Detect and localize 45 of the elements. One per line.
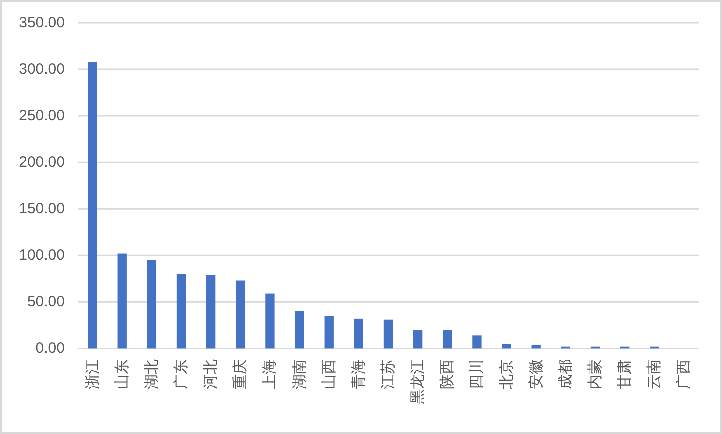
- x-tick-label: 青海: [350, 360, 368, 390]
- x-tick-label: 甘肃: [616, 360, 634, 390]
- x-tick-label: 重庆: [232, 360, 250, 390]
- bar: [295, 311, 304, 349]
- bar: [324, 316, 334, 349]
- bar: [384, 320, 394, 349]
- x-tick-label: 成都: [557, 360, 574, 390]
- y-tick-label: 300.00: [19, 61, 65, 78]
- x-tick-label: 陕西: [439, 360, 456, 390]
- x-tick-label: 北京: [498, 360, 516, 390]
- y-tick-label: 200.00: [19, 154, 65, 172]
- bar: [532, 344, 541, 349]
- x-tick-label: 黑龙江: [410, 360, 427, 405]
- x-tick-label: 安徽: [528, 360, 545, 390]
- bar: [206, 275, 216, 349]
- bar: [118, 254, 127, 349]
- x-tick-label: 浙江: [84, 360, 102, 390]
- x-tick-label: 广东: [173, 360, 190, 390]
- bar: [354, 318, 364, 349]
- bar: [176, 274, 186, 349]
- bar: [443, 330, 452, 349]
- x-tick-label: 云南: [646, 360, 664, 390]
- bar: [266, 294, 275, 349]
- y-tick-label: 350.00: [19, 14, 65, 32]
- x-tick-label: 广西: [676, 360, 693, 390]
- bar: [236, 280, 246, 349]
- bar: [88, 62, 98, 349]
- x-tick-label: 湖北: [143, 360, 160, 390]
- x-tick-label: 湖南: [291, 360, 308, 390]
- y-tick-label: 150.00: [19, 200, 65, 218]
- bar: [472, 336, 482, 349]
- bar: [502, 344, 512, 349]
- y-tick-label: 250.00: [19, 108, 65, 125]
- x-tick-label: 山西: [320, 360, 338, 390]
- x-tick-label: 四川: [468, 360, 486, 390]
- x-tick-label: 内蒙: [587, 360, 604, 390]
- y-tick-label: 50.00: [27, 294, 65, 311]
- y-tick-label: 0.00: [36, 340, 65, 358]
- x-tick-label: 河北: [202, 360, 220, 390]
- bar: [413, 330, 423, 349]
- x-tick-label: 山东: [114, 360, 131, 390]
- y-tick-label: 100.00: [19, 247, 65, 264]
- x-tick-label: 上海: [262, 360, 279, 390]
- bar: [147, 260, 157, 349]
- x-tick-label: 江苏: [380, 360, 397, 390]
